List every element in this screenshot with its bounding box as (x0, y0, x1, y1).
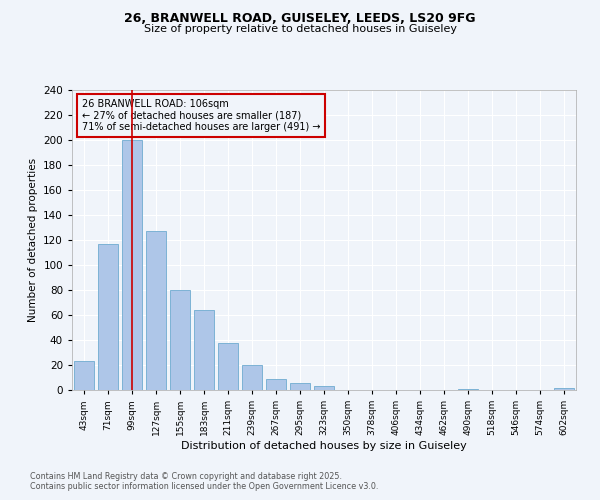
Bar (98, 244, 118, 390)
Bar (218, 342, 238, 390)
Bar (314, 386, 334, 390)
X-axis label: Distribution of detached houses by size in Guiseley: Distribution of detached houses by size … (181, 441, 467, 451)
Bar (146, 231, 166, 390)
Bar (290, 382, 310, 390)
Bar (194, 310, 214, 390)
Bar (74, 361, 94, 390)
Text: 26 BRANWELL ROAD: 106sqm
← 27% of detached houses are smaller (187)
71% of semi-: 26 BRANWELL ROAD: 106sqm ← 27% of detach… (82, 99, 320, 132)
Bar (554, 388, 574, 390)
Bar (242, 365, 262, 390)
Y-axis label: Number of detached properties: Number of detached properties (28, 158, 38, 322)
Bar (170, 290, 190, 390)
Bar (122, 140, 142, 390)
Text: Contains public sector information licensed under the Open Government Licence v3: Contains public sector information licen… (30, 482, 379, 491)
Text: Size of property relative to detached houses in Guiseley: Size of property relative to detached ho… (143, 24, 457, 34)
Bar (266, 379, 286, 390)
Text: 26, BRANWELL ROAD, GUISELEY, LEEDS, LS20 9FG: 26, BRANWELL ROAD, GUISELEY, LEEDS, LS20… (124, 12, 476, 26)
Text: Contains HM Land Registry data © Crown copyright and database right 2025.: Contains HM Land Registry data © Crown c… (30, 472, 342, 481)
Bar (458, 389, 478, 390)
